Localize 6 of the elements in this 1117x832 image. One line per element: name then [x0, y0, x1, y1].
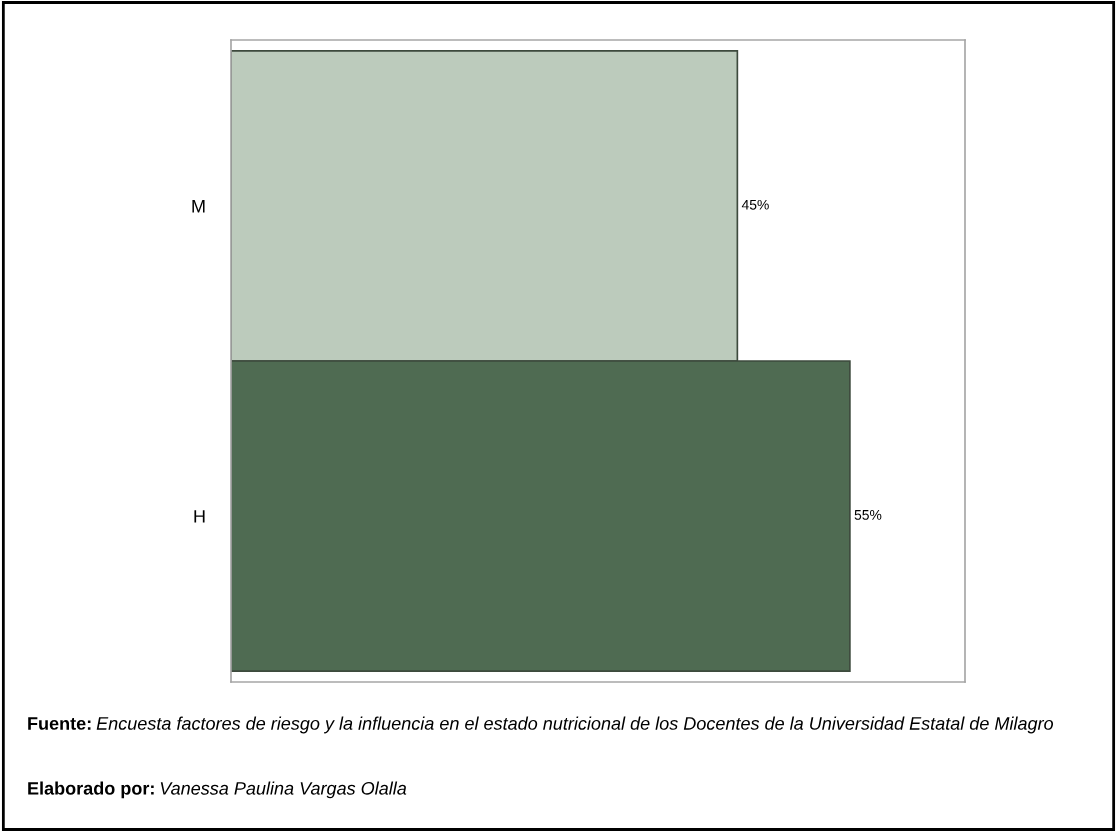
source-note: Fuente: Encuesta factores de riesgo y la influencia en el estado nutricional de los Docentes de la Universidad Estatal de Milagro — [28, 716, 1054, 734]
data-label: 45% — [741, 199, 769, 210]
y-tick-label: M — [192, 200, 205, 213]
text: Elaborado por: Vanessa Paulina Vargas Olalla — [28, 781, 407, 799]
data-label: 55% — [854, 510, 882, 520]
y-tick-label: H — [194, 510, 205, 523]
